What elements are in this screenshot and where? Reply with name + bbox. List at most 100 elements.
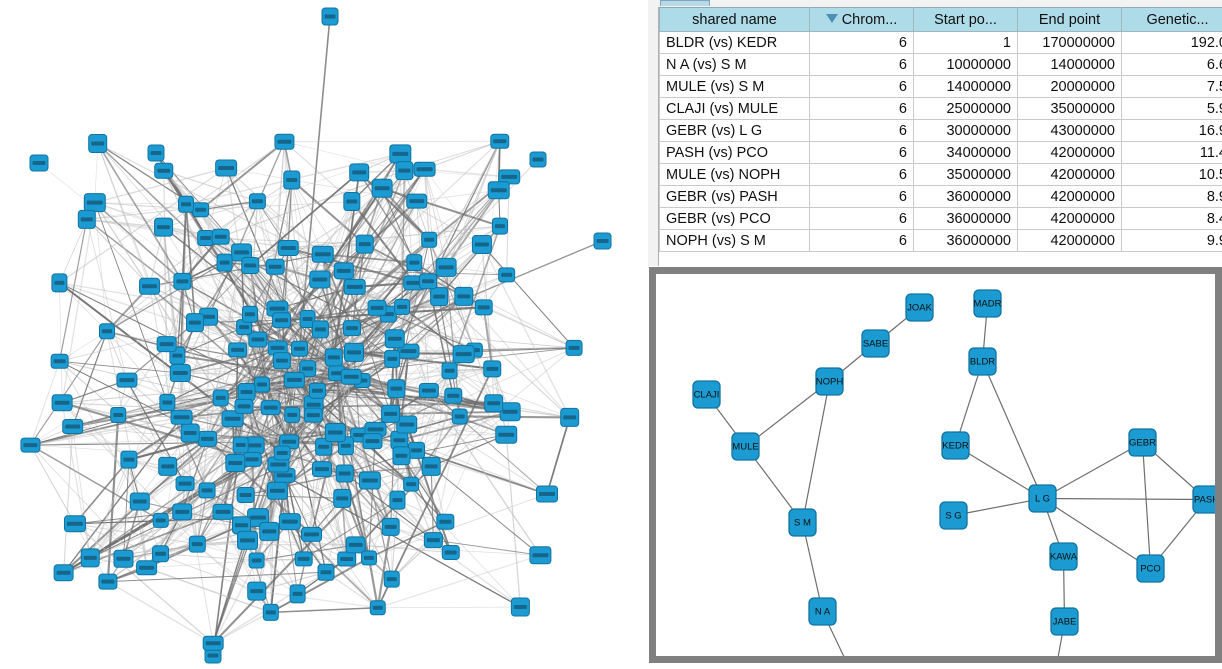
subnetwork-node[interactable]: PCO [1136, 554, 1165, 583]
full-network-edge[interactable] [249, 171, 360, 267]
full-network-edge[interactable] [220, 252, 242, 398]
full-network-edge[interactable] [280, 200, 418, 321]
full-network-edge[interactable] [61, 202, 96, 403]
full-network-edge[interactable] [291, 179, 417, 202]
column-header-chromosome[interactable]: Chrom... [809, 7, 914, 32]
full-network-edge[interactable] [351, 200, 416, 284]
full-network-edge[interactable] [59, 360, 181, 374]
full-network-edge[interactable] [205, 237, 245, 328]
full-network-edge[interactable] [505, 434, 522, 608]
full-network-edge[interactable] [200, 200, 258, 211]
subnetwork-edge[interactable] [955, 444, 1043, 500]
full-network-edge[interactable] [197, 543, 356, 546]
full-network-edge[interactable] [180, 372, 352, 378]
subnetwork-node[interactable]: KEDR [941, 431, 970, 460]
full-network-edge[interactable] [30, 444, 76, 524]
full-network-edge[interactable] [89, 405, 245, 559]
cell-genetic[interactable]: 5.9 [1121, 97, 1222, 120]
cell-genetic[interactable]: 8.4 [1121, 207, 1222, 230]
full-network-edge[interactable] [200, 140, 286, 211]
cell-shared_name[interactable]: GEBR (vs) L G [659, 119, 810, 142]
full-network-edge[interactable] [416, 189, 499, 202]
full-network-edge[interactable] [205, 167, 227, 239]
full-network-edge[interactable] [106, 331, 128, 381]
full-network-edge[interactable] [408, 274, 507, 352]
full-network-edge[interactable] [394, 140, 501, 340]
node-shape[interactable] [815, 367, 844, 396]
full-network-edge[interactable] [74, 519, 161, 525]
full-network-edge[interactable] [416, 201, 465, 297]
full-network-edge[interactable] [483, 306, 575, 349]
full-network-edge[interactable] [317, 388, 397, 392]
cell-shared_name[interactable]: MULE (vs) S M [659, 75, 810, 98]
cell-start_point[interactable]: 36000000 [913, 229, 1018, 252]
full-network-edge[interactable] [410, 370, 451, 485]
subnetwork-node[interactable]: JABE [1050, 607, 1079, 636]
full-network-edge[interactable] [74, 523, 198, 545]
cell-chromosome[interactable]: 6 [809, 185, 914, 208]
cell-start_point[interactable]: 25000000 [913, 97, 1018, 120]
full-network-edge[interactable] [353, 351, 493, 370]
table-scroll-area[interactable]: shared name Chrom... Start po... End point G… [659, 7, 1222, 266]
full-network-edge[interactable] [257, 153, 401, 202]
full-network-edge[interactable] [163, 227, 168, 403]
full-network-edge[interactable] [128, 459, 148, 568]
full-network-edge[interactable] [29, 330, 108, 446]
full-network-edge[interactable] [354, 286, 397, 389]
full-network-edge[interactable] [254, 384, 263, 446]
full-network-edge[interactable] [63, 426, 74, 573]
cell-start_point[interactable]: 36000000 [913, 207, 1018, 230]
full-network-edge[interactable] [368, 493, 548, 559]
cell-genetic[interactable]: 11.4 [1121, 141, 1222, 164]
column-header-end_point[interactable]: End point [1017, 7, 1122, 32]
full-network-edge[interactable] [463, 295, 571, 418]
cell-shared_name[interactable]: N A (vs) S M [659, 53, 810, 76]
full-network-edge[interactable] [196, 490, 208, 545]
full-network-edge[interactable] [344, 465, 432, 475]
full-network-edge[interactable] [94, 143, 99, 203]
full-network-edge[interactable] [180, 347, 278, 374]
subnetwork-edge[interactable] [1042, 497, 1151, 570]
full-network-edge[interactable] [400, 455, 446, 523]
full-network-edge[interactable] [59, 361, 141, 502]
full-network-edge[interactable] [89, 459, 130, 558]
full-network-edge[interactable] [97, 143, 178, 356]
full-network-edge[interactable] [368, 521, 446, 559]
cell-end_point[interactable]: 42000000 [1017, 185, 1122, 208]
full-network-edge[interactable] [319, 270, 345, 330]
full-network-edge[interactable] [197, 543, 257, 561]
full-network-edge[interactable] [284, 474, 521, 608]
full-network-edge[interactable] [179, 372, 198, 545]
subnetwork-node[interactable]: BLDR [968, 347, 997, 376]
cell-chromosome[interactable]: 6 [809, 141, 914, 164]
column-header-genetic[interactable]: Genetic... [1121, 7, 1222, 32]
full-network-edge[interactable] [546, 417, 571, 495]
full-network-edge[interactable] [319, 278, 396, 340]
full-network-edge[interactable] [207, 141, 286, 318]
cell-end_point[interactable]: 42000000 [1017, 141, 1122, 164]
node-shape[interactable] [1028, 484, 1057, 513]
cell-end_point[interactable]: 42000000 [1017, 207, 1122, 230]
column-header-start_point[interactable]: Start po... [913, 7, 1018, 32]
full-network-edge[interactable] [94, 202, 183, 282]
full-network-edge[interactable] [438, 296, 571, 418]
full-network-edge[interactable] [401, 306, 465, 355]
full-network-edge[interactable] [416, 390, 430, 451]
full-network-edge[interactable] [30, 379, 128, 446]
cell-start_point[interactable]: 14000000 [913, 75, 1018, 98]
full-network-edge[interactable] [72, 397, 221, 427]
full-network-edge[interactable] [29, 361, 61, 446]
full-network-edge[interactable] [278, 464, 379, 608]
full-network-edge[interactable] [107, 581, 214, 644]
cell-genetic[interactable]: 192.0 [1121, 31, 1222, 54]
full-network-edge[interactable] [163, 141, 285, 228]
full-network-edge[interactable] [325, 571, 379, 609]
cell-shared_name[interactable]: BLDR (vs) KEDR [659, 31, 810, 54]
full-network-edge[interactable] [276, 445, 347, 492]
